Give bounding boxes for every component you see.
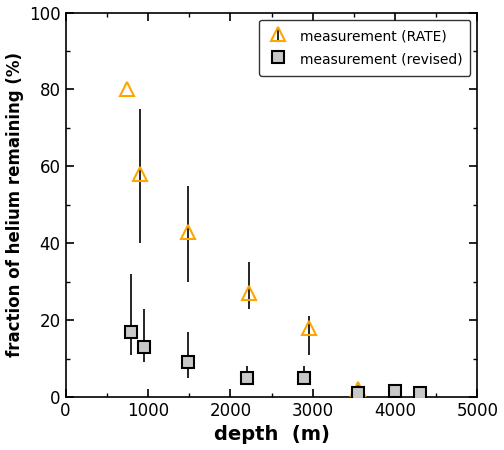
Legend: measurement (RATE), measurement (revised): measurement (RATE), measurement (revised… <box>259 19 471 76</box>
Y-axis label: fraction of helium remaining (%): fraction of helium remaining (%) <box>6 52 24 357</box>
X-axis label: depth  (m): depth (m) <box>214 425 330 445</box>
